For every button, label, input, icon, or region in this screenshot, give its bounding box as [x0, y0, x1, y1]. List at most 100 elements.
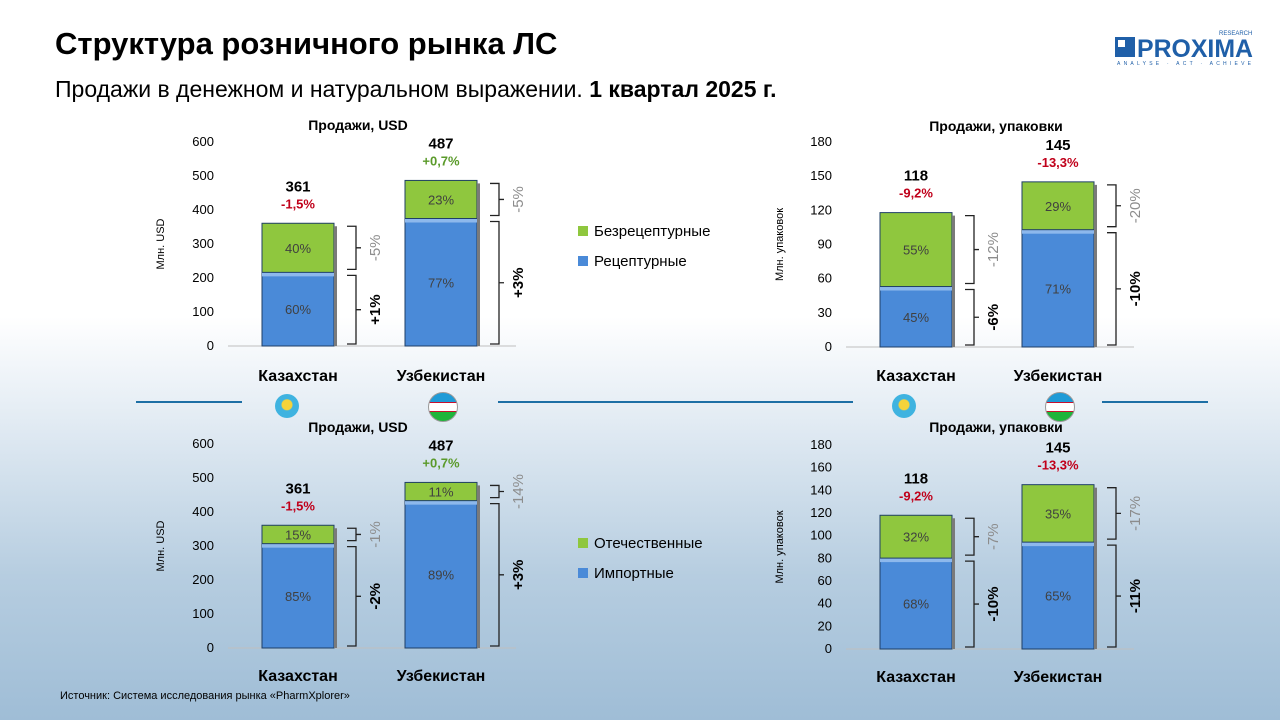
upper-segment-change-label: -17%: [1127, 496, 1144, 531]
upper-segment-change-label: -5%: [510, 186, 527, 213]
divider-line: [136, 401, 242, 403]
bar-segment-highlight: [405, 500, 477, 505]
lower-segment-bracket: [1107, 544, 1121, 648]
logo-research: RESEARCH: [1219, 31, 1252, 37]
page-title: Структура розничного рынка ЛС: [55, 26, 558, 61]
y-tick-label: 600: [192, 134, 214, 149]
upper-segment-bracket: [1107, 487, 1121, 540]
bar-segment-upper: [1021, 484, 1095, 543]
y-axis-label: Млн. упаковок: [774, 208, 786, 281]
x-category-label: Узбекистан: [1014, 669, 1103, 686]
source-note: Источник: Система исследования рынка «Ph…: [60, 690, 350, 702]
y-tick-label: 0: [207, 640, 214, 655]
bar-segment-highlight: [880, 286, 952, 291]
y-tick-label: 200: [192, 572, 214, 587]
lower-segment-change-label: +3%: [510, 560, 527, 590]
bar-total-change: -9,2%: [899, 488, 933, 503]
upper-segment-change-label: -12%: [985, 232, 1002, 267]
y-axis-label: Млн. упаковок: [774, 510, 786, 583]
bar-total-label: 487: [428, 135, 453, 152]
bar-shadow: [334, 528, 337, 648]
page-subtitle: Продажи в денежном и натуральном выражен…: [55, 76, 777, 103]
bar-shadow: [952, 518, 955, 649]
lower-segment-bracket: [347, 546, 361, 647]
upper-segment-bracket: [1107, 184, 1121, 228]
subtitle-period: 1 квартал 2025 г.: [589, 76, 777, 102]
upper-segment-change-label: -14%: [510, 474, 527, 509]
chart-title: Продажи, USD: [308, 419, 408, 435]
lower-segment-change-label: -10%: [985, 587, 1002, 622]
x-category-label: Казахстан: [258, 368, 338, 385]
bar-data-label: 77%: [428, 275, 454, 290]
lower-segment-change-label: +1%: [367, 294, 384, 324]
upper-segment-change-label: -7%: [985, 523, 1002, 550]
y-tick-label: 0: [825, 641, 832, 656]
y-tick-label: 90: [818, 237, 832, 252]
legend-item-rx: Рецептурные: [578, 246, 710, 276]
y-axis-label: Млн. USD: [155, 218, 167, 269]
legend-item-otc: Безрецептурные: [578, 216, 710, 246]
bar-total-label: 145: [1045, 137, 1070, 154]
y-tick-label: 0: [207, 338, 214, 353]
upper-segment-bracket: [965, 214, 979, 285]
lower-segment-change-label: -11%: [1127, 579, 1144, 613]
lower-segment-bracket: [1107, 232, 1121, 346]
bar-data-label: 45%: [903, 310, 929, 325]
y-tick-label: 20: [818, 618, 832, 633]
bar-segment-lower: [1021, 541, 1095, 650]
bar-data-label: 55%: [903, 243, 929, 258]
bar-data-label: 65%: [1045, 589, 1071, 604]
x-category-label: Узбекистан: [397, 668, 486, 685]
kazakhstan-flag-icon: [892, 394, 916, 418]
bar-total-change: +0,7%: [422, 455, 460, 470]
kazakhstan-flag-icon: [275, 394, 299, 418]
upper-segment-change-label: -20%: [1127, 188, 1144, 223]
logo-tagline: ANALYSE · ACT · ACHIEVE: [1117, 61, 1252, 67]
y-tick-label: 30: [818, 305, 832, 320]
bar-segment-highlight: [405, 218, 477, 223]
lower-segment-change-label: -6%: [985, 304, 1002, 331]
subtitle-text: Продажи в денежном и натуральном выражен…: [55, 76, 583, 102]
y-tick-label: 150: [810, 168, 832, 183]
legend-top: Безрецептурные Рецептурные: [578, 216, 710, 276]
y-axis-label: Млн. USD: [155, 520, 167, 571]
x-category-label: Узбекистан: [1014, 368, 1103, 385]
legend-swatch-green: [578, 226, 588, 236]
upper-segment-bracket: [490, 484, 504, 499]
bar-segment-highlight: [1022, 542, 1094, 547]
bar-segment-highlight: [880, 558, 952, 563]
bar-segment-highlight: [1022, 229, 1094, 234]
bar-data-label: 15%: [285, 527, 311, 542]
y-tick-label: 100: [192, 606, 214, 621]
proxima-logo: RESEARCH PROXIMA ANALYSE · ACT · ACHIEVE: [1115, 31, 1253, 67]
x-category-label: Казахстан: [876, 669, 956, 686]
bar-data-label: 71%: [1045, 281, 1071, 296]
bar-shadow: [952, 215, 955, 347]
bar-segment-upper: [261, 222, 335, 273]
lower-segment-change-label: -2%: [367, 583, 384, 610]
legend-swatch-blue: [578, 568, 588, 578]
legend-label: Импортные: [594, 564, 674, 582]
logo-brand: PROXIMA: [1137, 35, 1253, 63]
bar-segment-highlight: [262, 272, 334, 277]
y-tick-label: 500: [192, 168, 214, 183]
bar-shadow: [334, 226, 337, 346]
y-tick-label: 200: [192, 270, 214, 285]
bar-segment-lower: [879, 557, 953, 650]
y-tick-label: 300: [192, 236, 214, 251]
chart-title: Продажи, упаковки: [929, 419, 1063, 435]
lower-segment-change-label: -10%: [1127, 271, 1144, 306]
legend-swatch-blue: [578, 256, 588, 266]
bar-data-label: 89%: [428, 567, 454, 582]
bar-total-change: -1,5%: [281, 196, 315, 211]
y-tick-label: 100: [810, 528, 832, 543]
legend-item-import: Импортные: [578, 558, 703, 588]
lower-segment-change-label: +3%: [510, 268, 527, 298]
upper-segment-change-label: -1%: [367, 521, 384, 548]
bar-data-label: 11%: [428, 485, 453, 500]
bar-shadow: [1094, 184, 1097, 347]
bar-data-label: 35%: [1045, 506, 1071, 521]
x-category-label: Узбекистан: [397, 368, 486, 385]
y-tick-label: 60: [818, 573, 832, 588]
lower-segment-bracket: [490, 502, 504, 647]
